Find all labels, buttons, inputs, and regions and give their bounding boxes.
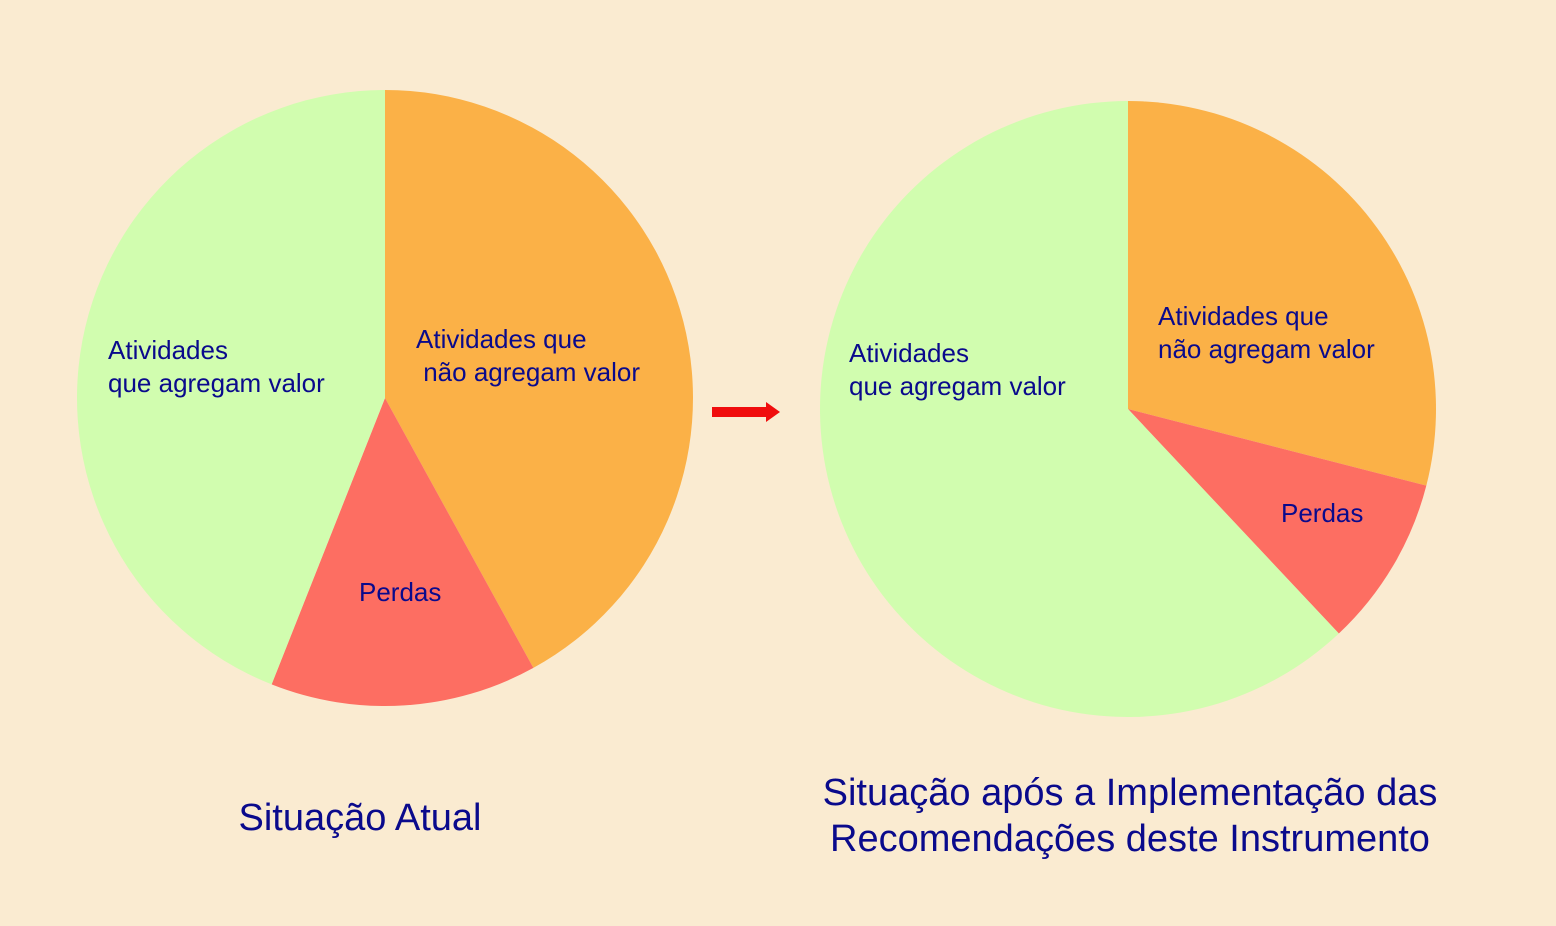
slice-label-1-2: Atividades que agregam valor	[849, 338, 1066, 401]
arrow-head	[766, 402, 780, 422]
arrow-shaft	[712, 407, 768, 417]
slice-label-1-1: Perdas	[1281, 498, 1363, 528]
pie-slice-1-1	[1128, 409, 1427, 634]
pie-slice-1-2	[819, 101, 1339, 718]
slice-label-1-0: Atividades que não agregam valor	[1158, 301, 1375, 364]
slice-label-0-2: Atividades que agregam valor	[108, 335, 325, 398]
slice-label-0-1: Perdas	[359, 577, 441, 607]
chart-title-after: Situação após a Implementação das Recome…	[822, 772, 1438, 860]
pie-chart-after: Atividades que não agregam valor Perdas Ati…	[819, 101, 1436, 718]
pie-chart-current: Atividades que não agregam valor Perdas At…	[77, 90, 693, 706]
right-arrow-icon	[712, 402, 780, 422]
chart-title-current: Situação Atual	[238, 797, 482, 839]
slice-label-0-0: Atividades que não agregam valor	[416, 324, 640, 387]
pie-slice-1-0	[1128, 101, 1436, 486]
pie-slice-0-1	[271, 398, 534, 706]
pie-slice-0-0	[385, 90, 693, 668]
pie-slice-0-2	[77, 90, 385, 685]
